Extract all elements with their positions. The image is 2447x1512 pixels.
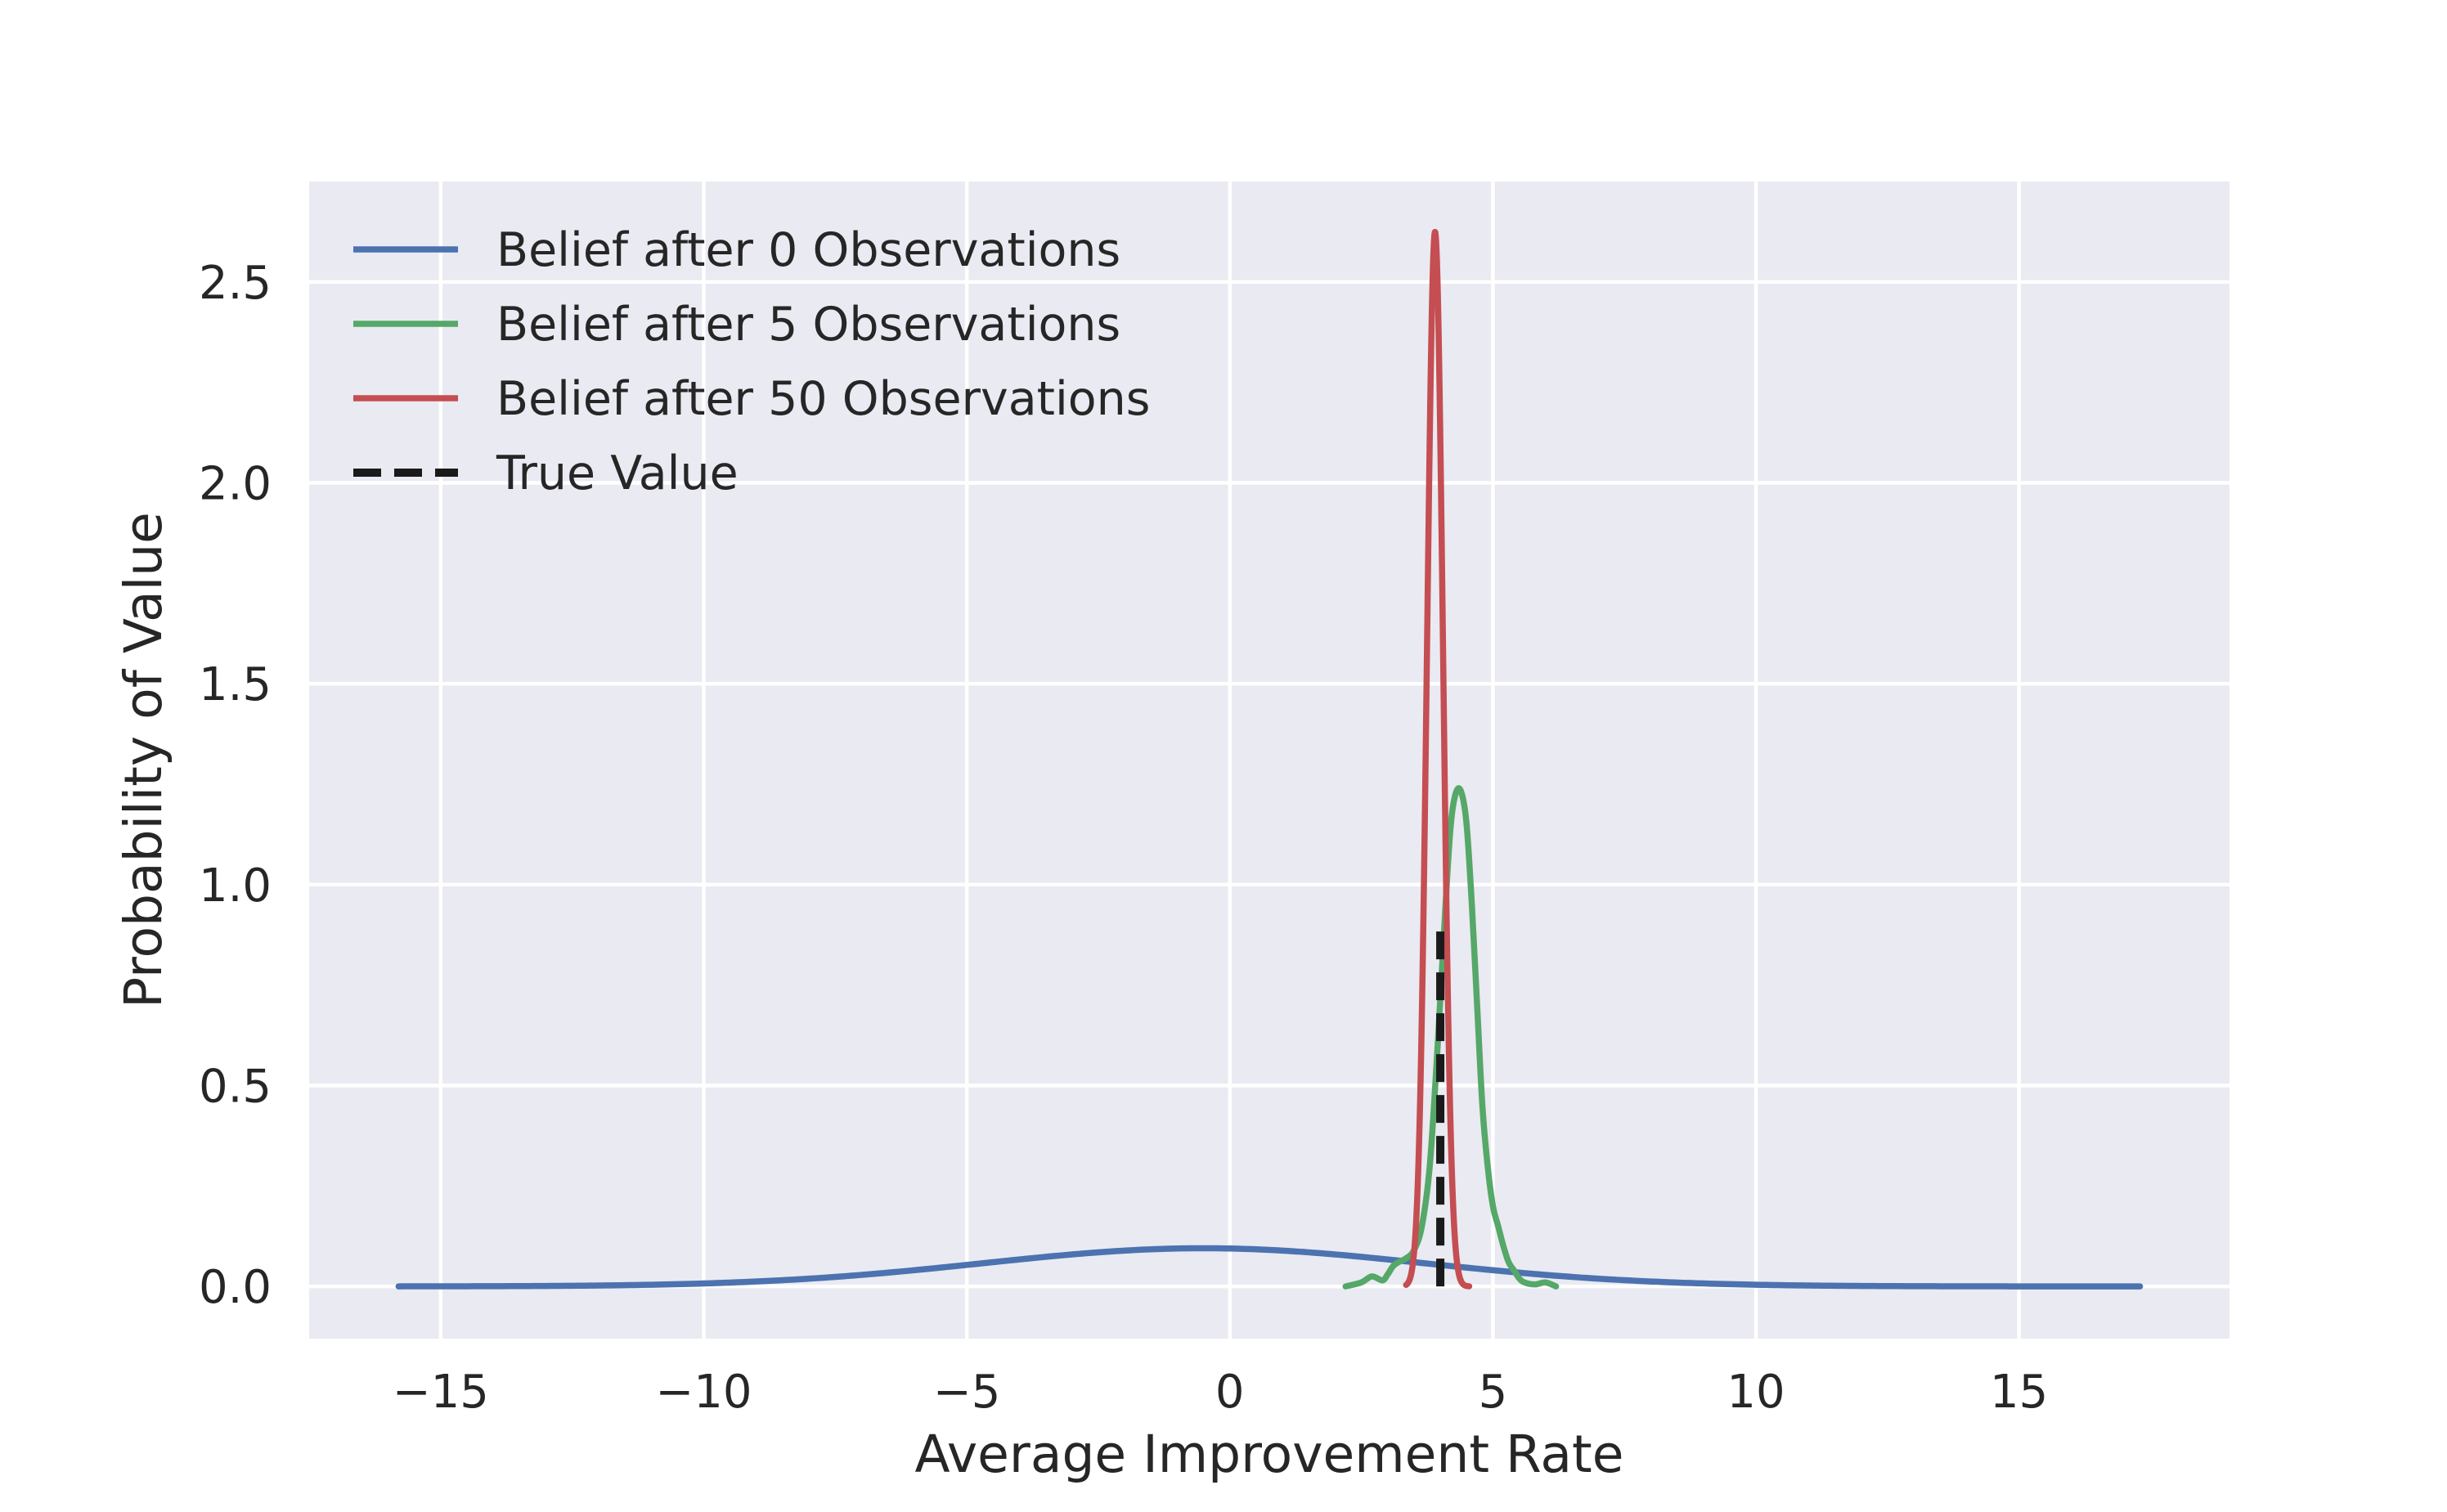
legend-entry-true-value: True Value	[353, 446, 739, 500]
y-axis-label: Probability of Value	[114, 512, 173, 1008]
plot-background	[309, 182, 2229, 1339]
legend-entry-belief-0: Belief after 0 Observations	[353, 223, 1120, 277]
x-tick-label: 0	[1215, 1366, 1245, 1419]
x-tick-label: −5	[933, 1366, 1001, 1419]
y-tick-label: 2.0	[199, 457, 272, 510]
belief-0-line	[395, 1245, 2144, 1290]
legend-label: Belief after 0 Observations	[496, 223, 1120, 277]
y-tick-label: 0.0	[199, 1261, 272, 1314]
series-layer	[395, 228, 2144, 1290]
legend: Belief after 0 Observations Belief after …	[353, 223, 1151, 500]
y-tick-label: 2.5	[199, 257, 272, 310]
x-tick-label: −10	[655, 1366, 752, 1419]
belief-50-line	[1403, 228, 1473, 1290]
grid	[309, 182, 2229, 1339]
y-tick-labels: 0.0 0.5 1.0 1.5 2.0 2.5	[199, 257, 272, 1314]
belief-5-line	[1342, 785, 1560, 1290]
x-tick-label: 5	[1479, 1366, 1508, 1419]
x-tick-labels: −15 −10 −5 0 5 10 15	[393, 1366, 2049, 1419]
y-tick-label: 1.5	[199, 658, 272, 711]
legend-label: Belief after 5 Observations	[496, 298, 1120, 352]
x-axis-label: Average Improvement Rate	[914, 1425, 1623, 1484]
x-tick-label: 10	[1726, 1366, 1785, 1419]
y-tick-label: 0.5	[199, 1060, 272, 1113]
x-tick-label: −15	[393, 1366, 489, 1419]
legend-label: True Value	[496, 446, 739, 500]
legend-entry-belief-5: Belief after 5 Observations	[353, 298, 1120, 352]
x-tick-label: 15	[1990, 1366, 2048, 1419]
legend-label: Belief after 50 Observations	[496, 372, 1151, 426]
legend-entry-belief-50: Belief after 50 Observations	[353, 372, 1151, 426]
y-tick-label: 1.0	[199, 859, 272, 913]
